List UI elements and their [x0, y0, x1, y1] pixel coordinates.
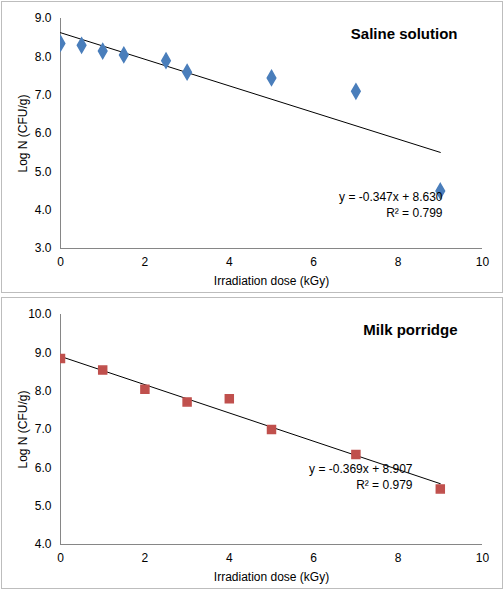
- svg-text:0: 0: [57, 551, 64, 565]
- svg-text:6: 6: [310, 551, 317, 565]
- svg-text:0: 0: [57, 255, 64, 269]
- svg-text:4: 4: [226, 255, 233, 269]
- svg-text:7.0: 7.0: [35, 422, 52, 436]
- svg-text:Milk porridge: Milk porridge: [363, 321, 457, 338]
- svg-text:8: 8: [395, 551, 402, 565]
- svg-text:4.0: 4.0: [35, 537, 52, 551]
- svg-text:5.0: 5.0: [35, 499, 52, 513]
- svg-text:Log N (CFU/g): Log N (CFU/g): [16, 94, 30, 172]
- svg-text:Saline solution: Saline solution: [351, 25, 458, 42]
- svg-text:10: 10: [476, 551, 490, 565]
- svg-text:R² = 0.799: R² = 0.799: [386, 206, 443, 220]
- svg-text:9.0: 9.0: [35, 11, 52, 25]
- svg-text:Irradiation dose (kGy): Irradiation dose (kGy): [214, 570, 329, 584]
- svg-text:6.0: 6.0: [35, 126, 52, 140]
- svg-text:8: 8: [395, 255, 402, 269]
- svg-text:y = -0.369x + 8.907: y = -0.369x + 8.907: [309, 462, 413, 476]
- svg-text:Irradiation dose (kGy): Irradiation dose (kGy): [214, 274, 329, 288]
- svg-text:4.0: 4.0: [35, 203, 52, 217]
- svg-text:8.0: 8.0: [35, 384, 52, 398]
- svg-text:10.0: 10.0: [28, 307, 52, 321]
- svg-text:R² = 0.979: R² = 0.979: [356, 478, 413, 492]
- svg-text:7.0: 7.0: [35, 88, 52, 102]
- svg-text:6.0: 6.0: [35, 461, 52, 475]
- svg-text:2: 2: [142, 551, 149, 565]
- svg-text:y = -0.347x + 8.630: y = -0.347x + 8.630: [339, 190, 443, 204]
- svg-text:3.0: 3.0: [35, 241, 52, 255]
- svg-text:Log N (CFU/g): Log N (CFU/g): [16, 390, 30, 468]
- svg-text:6: 6: [310, 255, 317, 269]
- svg-text:4: 4: [226, 551, 233, 565]
- svg-text:5.0: 5.0: [35, 165, 52, 179]
- svg-text:10: 10: [476, 255, 490, 269]
- svg-text:9.0: 9.0: [35, 346, 52, 360]
- svg-text:2: 2: [142, 255, 149, 269]
- svg-text:8.0: 8.0: [35, 50, 52, 64]
